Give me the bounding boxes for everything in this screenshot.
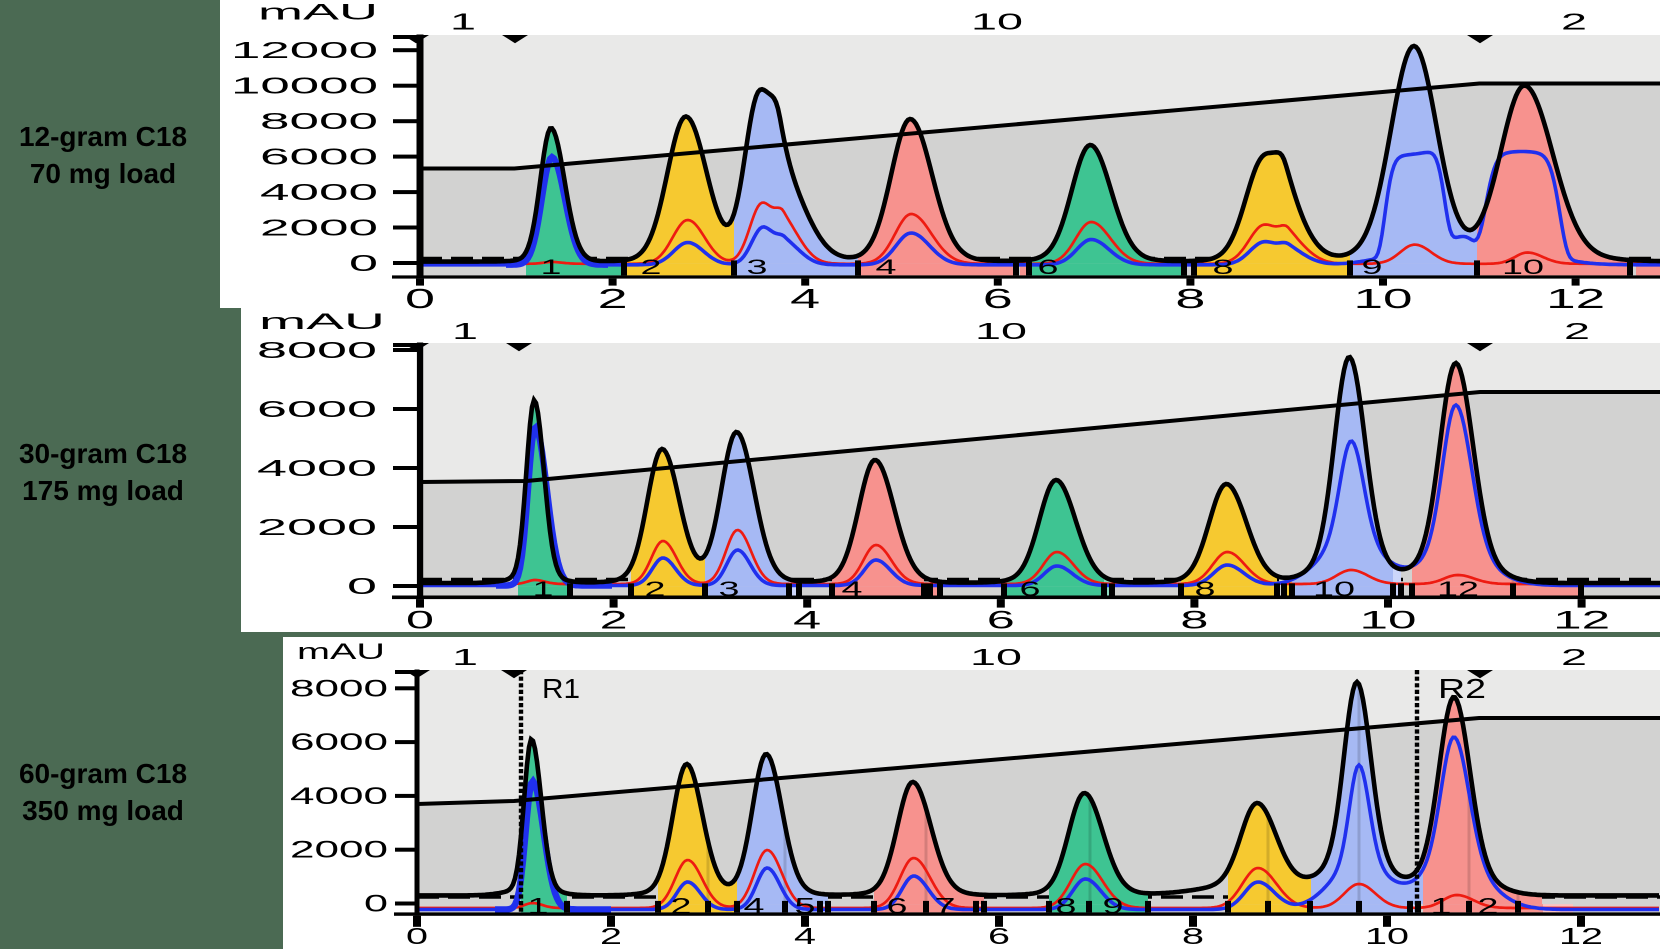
svg-text:8: 8	[1056, 894, 1077, 919]
svg-text:1: 1	[528, 894, 549, 919]
svg-text:9: 9	[1362, 255, 1383, 279]
svg-text:0: 0	[364, 891, 388, 918]
svg-text:10: 10	[1360, 607, 1417, 635]
svg-text:6: 6	[1038, 255, 1059, 279]
svg-text:R2: R2	[1438, 673, 1486, 704]
svg-text:1: 1	[1431, 894, 1452, 919]
svg-text:30-gram C18: 30-gram C18	[19, 438, 187, 469]
svg-text:8: 8	[1180, 607, 1208, 635]
svg-text:mAU: mAU	[259, 309, 385, 334]
svg-text:12000: 12000	[231, 37, 378, 63]
svg-text:9: 9	[1103, 894, 1124, 919]
svg-text:10: 10	[971, 9, 1023, 35]
svg-text:0: 0	[349, 250, 378, 276]
svg-text:2: 2	[600, 923, 622, 949]
svg-text:8000: 8000	[260, 108, 378, 134]
svg-text:7: 7	[935, 894, 956, 919]
svg-text:8: 8	[1175, 283, 1205, 314]
svg-text:2: 2	[1561, 644, 1587, 670]
svg-text:5: 5	[795, 894, 816, 919]
svg-text:3: 3	[719, 577, 740, 601]
svg-text:350 mg load: 350 mg load	[22, 795, 184, 826]
svg-text:4000: 4000	[257, 455, 377, 481]
svg-text:6: 6	[887, 894, 908, 919]
svg-text:10: 10	[1365, 923, 1409, 949]
svg-text:8: 8	[1195, 577, 1216, 601]
svg-text:2: 2	[1564, 318, 1590, 344]
svg-text:10: 10	[970, 644, 1022, 670]
svg-text:0: 0	[347, 573, 377, 599]
svg-text:60-gram C18: 60-gram C18	[19, 758, 187, 789]
svg-text:2000: 2000	[257, 514, 377, 540]
svg-text:12: 12	[1553, 607, 1610, 635]
svg-text:10: 10	[1502, 255, 1544, 279]
svg-text:4: 4	[793, 607, 821, 635]
svg-text:0: 0	[406, 607, 434, 635]
svg-text:8: 8	[1182, 923, 1204, 949]
svg-text:mAU: mAU	[258, 0, 378, 25]
svg-text:2: 2	[641, 255, 662, 279]
svg-text:8000: 8000	[257, 337, 377, 363]
svg-text:2: 2	[600, 607, 628, 635]
svg-text:3: 3	[747, 255, 768, 279]
svg-text:1: 1	[452, 318, 478, 344]
svg-text:4: 4	[876, 255, 897, 279]
svg-text:175 mg load: 175 mg load	[22, 475, 184, 506]
svg-text:mAU: mAU	[297, 639, 385, 664]
svg-text:10: 10	[1354, 283, 1413, 314]
svg-text:4: 4	[790, 283, 820, 314]
svg-text:70 mg load: 70 mg load	[30, 158, 176, 189]
svg-text:6: 6	[1020, 577, 1041, 601]
svg-text:8000: 8000	[290, 675, 388, 702]
svg-text:2000: 2000	[260, 215, 378, 241]
svg-text:4: 4	[744, 894, 765, 919]
svg-text:10000: 10000	[231, 73, 378, 99]
svg-text:2: 2	[598, 283, 628, 314]
svg-text:6: 6	[983, 283, 1013, 314]
svg-text:1: 1	[541, 255, 562, 279]
svg-text:6000: 6000	[257, 396, 377, 422]
svg-text:6: 6	[988, 923, 1010, 949]
svg-text:1: 1	[452, 644, 478, 670]
svg-text:4000: 4000	[290, 783, 388, 810]
svg-text:2: 2	[671, 894, 692, 919]
svg-text:4000: 4000	[260, 179, 378, 205]
svg-text:4: 4	[794, 923, 816, 949]
svg-text:12: 12	[1546, 283, 1605, 314]
svg-text:6000: 6000	[290, 729, 388, 756]
svg-text:R1: R1	[542, 673, 580, 704]
svg-text:2: 2	[645, 577, 666, 601]
svg-text:8: 8	[1213, 255, 1234, 279]
svg-text:6000: 6000	[260, 144, 378, 170]
svg-text:0: 0	[405, 283, 435, 314]
svg-text:1: 1	[450, 9, 476, 35]
svg-text:12-gram C18: 12-gram C18	[19, 121, 187, 152]
svg-text:12: 12	[1559, 923, 1603, 949]
svg-text:2: 2	[1478, 894, 1499, 919]
svg-text:0: 0	[406, 923, 428, 949]
svg-text:2: 2	[1561, 9, 1587, 35]
svg-text:10: 10	[975, 318, 1027, 344]
svg-text:2000: 2000	[290, 837, 388, 864]
svg-text:1: 1	[533, 577, 554, 601]
svg-text:6: 6	[987, 607, 1015, 635]
svg-text:4: 4	[842, 577, 863, 601]
